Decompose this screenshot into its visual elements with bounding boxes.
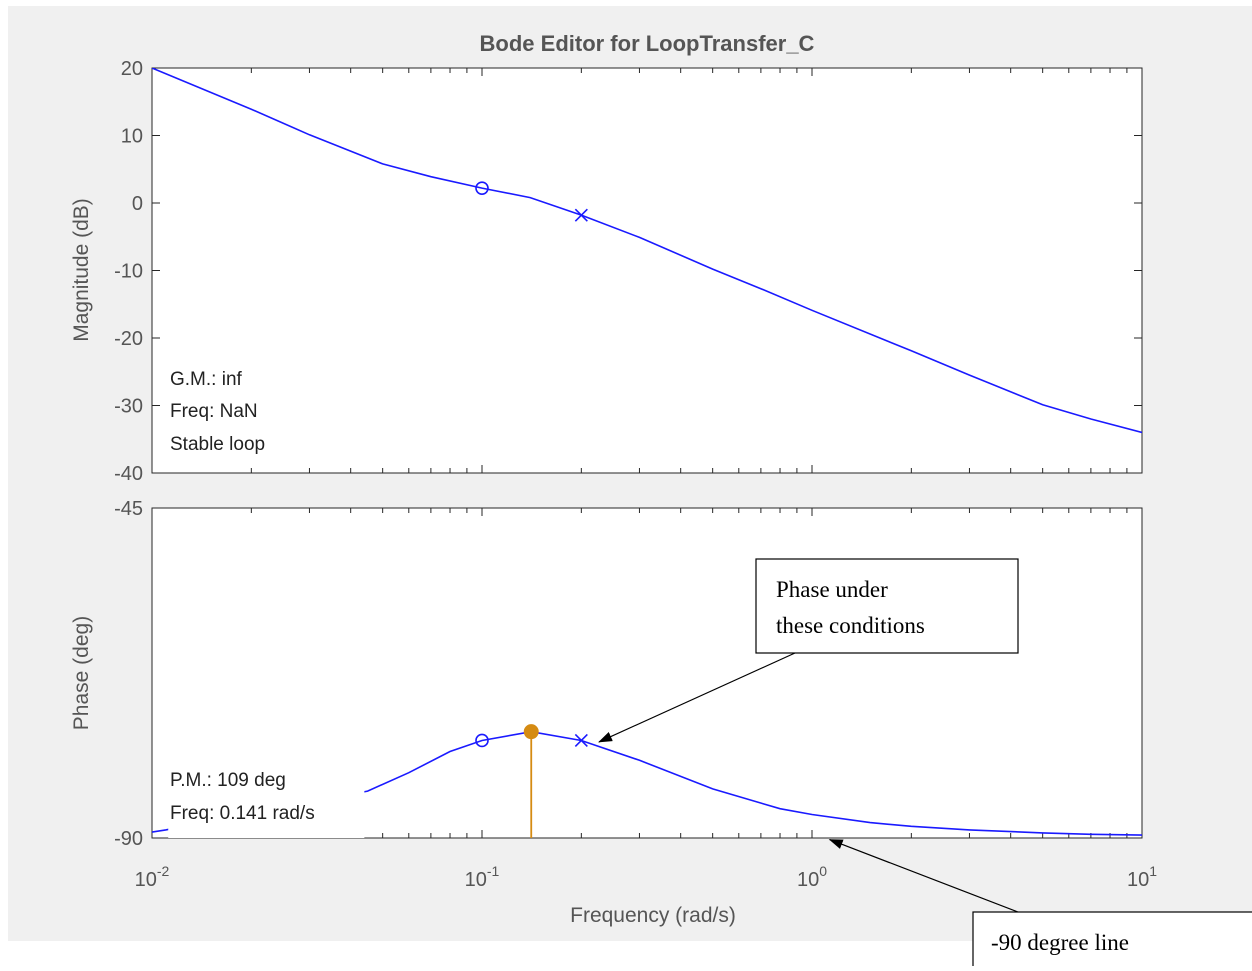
label-gap <box>168 750 365 838</box>
gain-margin-annotation: G.M.: inf Freq: NaN Stable loop <box>170 369 265 455</box>
minus90-callout-box <box>972 911 1252 971</box>
phase-axis-label: Phase (deg) <box>70 616 93 730</box>
y-tick-label: -10 <box>114 261 143 283</box>
y-tick-label: 0 <box>132 193 143 215</box>
pole-marker[interactable] <box>574 208 588 222</box>
x-tick-label: 100 <box>797 863 827 891</box>
phase-callout-arrow <box>598 652 796 743</box>
phase-margin-freq-text: Freq: 0.141 rad/s <box>170 803 315 824</box>
phase-callout-line-1: Phase under <box>776 577 888 602</box>
zero-marker[interactable] <box>475 181 489 195</box>
magnitude-ticks: 20 10 0 -10 -20 -30 -40 <box>114 58 1142 485</box>
zero-marker[interactable] <box>475 733 489 748</box>
y-tick-label: -90 <box>114 828 143 850</box>
y-tick-label: 10 <box>121 126 143 148</box>
y-tick-label: -30 <box>114 396 143 418</box>
magnitude-plot <box>152 68 1142 434</box>
y-tick-label: 20 <box>121 58 143 80</box>
x-tick-label: 10-2 <box>135 863 170 891</box>
phase-margin-dot[interactable] <box>523 724 539 740</box>
pole-marker[interactable] <box>574 733 588 748</box>
gain-margin-text: G.M.: inf <box>170 369 243 390</box>
magnitude-curve <box>152 68 1142 434</box>
phase-callout-box <box>755 558 1019 654</box>
stability-text: Stable loop <box>170 434 265 455</box>
x-tick-label: 101 <box>1127 863 1157 891</box>
magnitude-axis-label: Magnitude (dB) <box>70 198 93 342</box>
minus90-callout-text: -90 degree line <box>991 930 1129 955</box>
x-tick-label: 10-1 <box>465 863 500 891</box>
phase-curve <box>152 730 1142 836</box>
frequency-axis-label: Frequency (rad/s) <box>570 904 736 927</box>
y-tick-label: -45 <box>114 498 143 520</box>
phase-ticks: -45 -90 10-2 10-1 100 101 <box>114 498 1157 891</box>
phase-margin-group <box>523 724 539 838</box>
y-tick-label: -40 <box>114 463 143 485</box>
phase-margin-text: P.M.: 109 deg <box>170 770 286 791</box>
y-tick-label: -20 <box>114 328 143 350</box>
phase-plot <box>152 724 1142 838</box>
magnitude-axes <box>151 67 1143 474</box>
phase-callout-line-2: these conditions <box>776 613 925 638</box>
callouts: Phase under these conditions -90 degree … <box>598 558 1252 971</box>
gain-margin-freq-text: Freq: NaN <box>170 401 258 422</box>
minus90-callout-arrow <box>828 839 1019 913</box>
phase-margin-annotation: P.M.: 109 deg Freq: 0.141 rad/s <box>170 770 315 824</box>
chart-title: Bode Editor for LoopTransfer_C <box>480 31 815 56</box>
